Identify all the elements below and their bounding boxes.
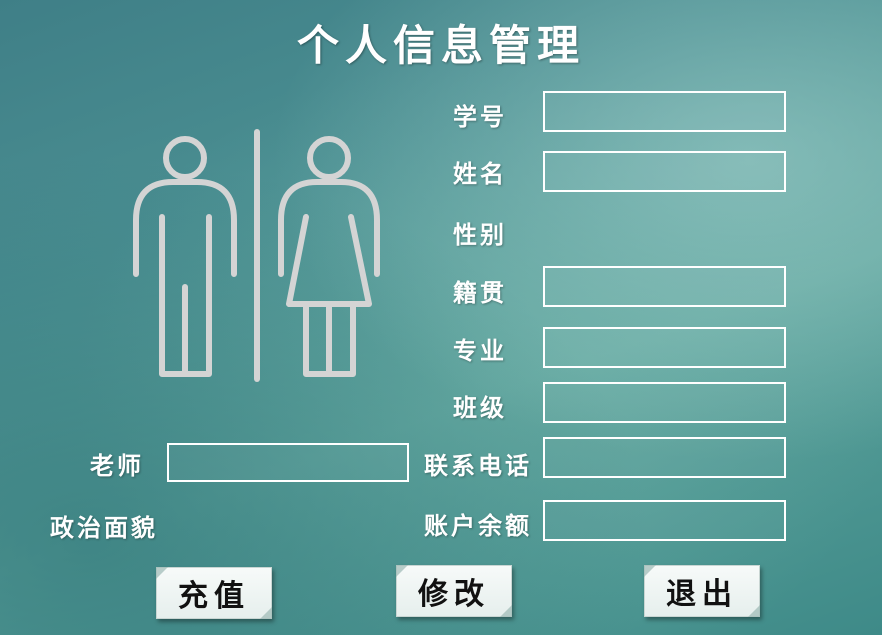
native-place-label: 籍贯 [453, 278, 507, 307]
major-input[interactable] [543, 327, 786, 368]
name-input[interactable] [543, 151, 786, 192]
teacher-input[interactable] [167, 443, 409, 482]
major-label: 专业 [453, 336, 507, 365]
phone-label: 联系电话 [424, 451, 532, 480]
class-label: 班级 [453, 393, 507, 422]
page-title: 个人信息管理 [296, 21, 585, 70]
restroom-male-female-icon [133, 129, 380, 382]
balance-input[interactable] [543, 500, 786, 541]
political-status-label: 政治面貌 [50, 513, 158, 542]
phone-input[interactable] [543, 437, 786, 478]
balance-label: 账户余额 [424, 511, 532, 540]
teacher-label: 老师 [90, 451, 144, 480]
student-id-input[interactable] [543, 91, 786, 132]
class-input[interactable] [543, 382, 786, 423]
exit-button[interactable]: 退出 [644, 565, 760, 617]
native-place-input[interactable] [543, 266, 786, 307]
recharge-button[interactable]: 充值 [156, 567, 272, 619]
student-id-label: 学号 [453, 102, 507, 131]
name-label: 姓名 [453, 159, 507, 188]
modify-button[interactable]: 修改 [396, 565, 512, 617]
gender-label: 性别 [453, 220, 507, 249]
